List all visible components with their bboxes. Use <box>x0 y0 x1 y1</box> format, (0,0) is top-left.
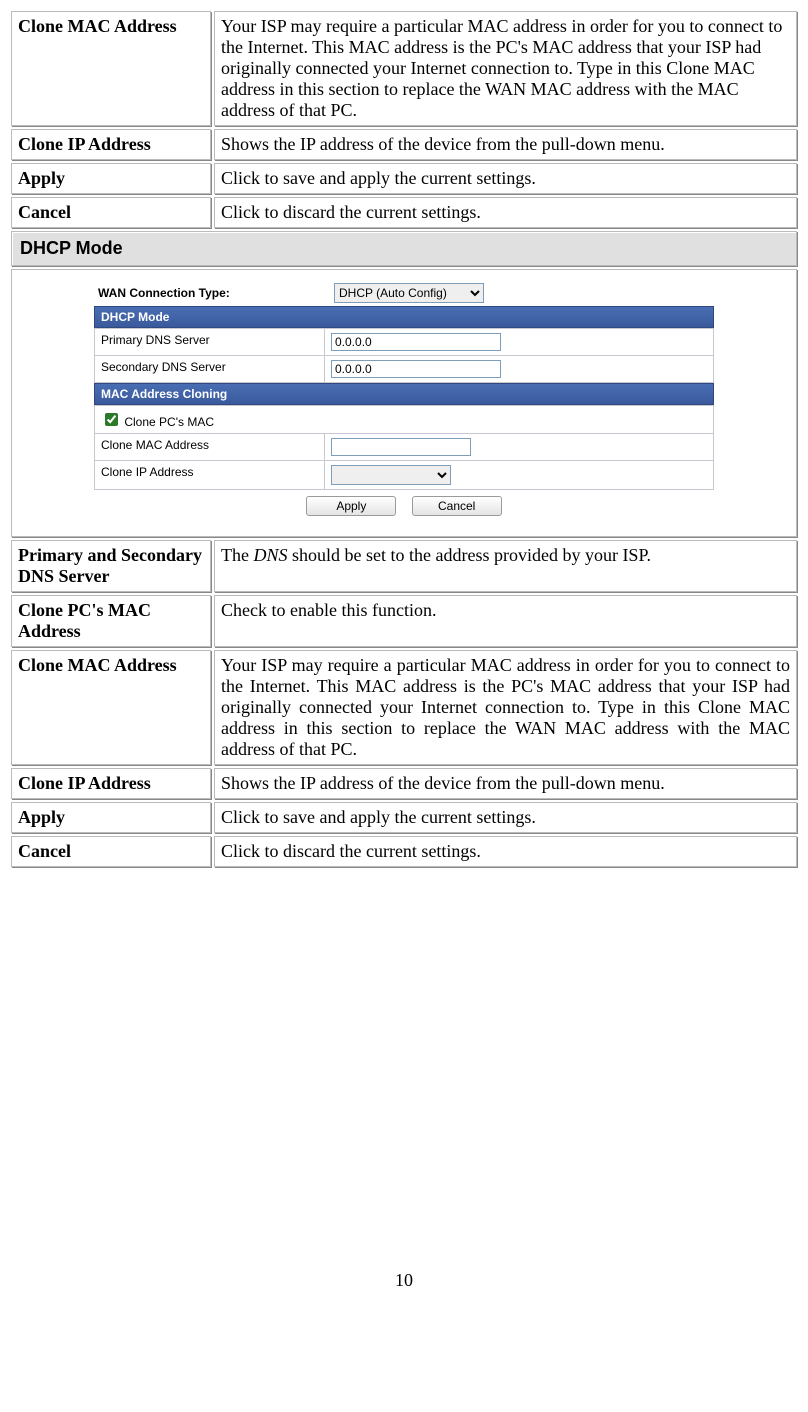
row-clone-mac-label: Clone MAC Address <box>11 11 211 126</box>
secondary-dns-cell <box>325 356 714 383</box>
row-cancel2-desc: Click to discard the current settings. <box>214 836 797 867</box>
clone-pc-mac-checkbox[interactable] <box>105 413 118 426</box>
primary-dns-cell <box>325 329 714 356</box>
dns-desc-italic: DNS <box>253 545 287 565</box>
row-clone-mac-desc: Your ISP may require a particular MAC ad… <box>214 11 797 126</box>
row-apply2-label: Apply <box>11 802 211 833</box>
clone-ip-cell <box>325 461 714 490</box>
clone-pc-mac-cell: Clone PC's MAC <box>95 406 714 434</box>
row-clonemac2-label: Clone MAC Address <box>11 650 211 765</box>
row-clonepc-label: Clone PC's MAC Address <box>11 595 211 647</box>
row-cloneip2-label: Clone IP Address <box>11 768 211 799</box>
primary-dns-label: Primary DNS Server <box>95 329 325 356</box>
row-apply-label: Apply <box>11 163 211 194</box>
mac-table: Clone PC's MAC Clone MAC Address Clone I… <box>94 405 714 490</box>
clone-ip-select[interactable] <box>331 465 451 485</box>
row-cloneip2-desc: Shows the IP address of the device from … <box>214 768 797 799</box>
row-clone-ip-desc: Shows the IP address of the device from … <box>214 129 797 160</box>
clone-mac-label: Clone MAC Address <box>95 434 325 461</box>
doc-table: Clone MAC Address Your ISP may require a… <box>8 8 800 870</box>
wan-connection-select[interactable]: DHCP (Auto Config) <box>334 283 484 303</box>
row-dns-desc: The DNS should be set to the address pro… <box>214 540 797 592</box>
clone-pc-mac-label: Clone PC's MAC <box>124 415 214 429</box>
row-apply-desc: Click to save and apply the current sett… <box>214 163 797 194</box>
row-cancel-label: Cancel <box>11 197 211 228</box>
primary-dns-input[interactable] <box>331 333 501 351</box>
apply-button[interactable]: Apply <box>306 496 396 516</box>
ui-container: WAN Connection Type: DHCP (Auto Config) … <box>11 269 797 537</box>
dhcp-table: Primary DNS Server Secondary DNS Server <box>94 328 714 383</box>
clone-mac-input[interactable] <box>331 438 471 456</box>
row-clonemac2-desc: Your ISP may require a particular MAC ad… <box>214 650 797 765</box>
wan-label: WAN Connection Type: <box>94 286 334 300</box>
clone-ip-label: Clone IP Address <box>95 461 325 490</box>
row-apply2-desc: Click to save and apply the current sett… <box>214 802 797 833</box>
row-cancel2-label: Cancel <box>11 836 211 867</box>
page-number: 10 <box>8 1270 800 1291</box>
dns-desc-suffix: should be set to the address provided by… <box>288 545 651 565</box>
clone-mac-cell <box>325 434 714 461</box>
dns-desc-prefix: The <box>221 545 253 565</box>
row-clonepc-desc: Check to enable this function. <box>214 595 797 647</box>
secondary-dns-label: Secondary DNS Server <box>95 356 325 383</box>
row-cancel-desc: Click to discard the current settings. <box>214 197 797 228</box>
mac-cloning-bar: MAC Address Cloning <box>94 383 714 405</box>
section-dhcp-mode: DHCP Mode <box>11 231 797 266</box>
dhcp-mode-bar: DHCP Mode <box>94 306 714 328</box>
row-dns-label: Primary and Secondary DNS Server <box>11 540 211 592</box>
cancel-button[interactable]: Cancel <box>412 496 502 516</box>
row-clone-ip-label: Clone IP Address <box>11 129 211 160</box>
secondary-dns-input[interactable] <box>331 360 501 378</box>
